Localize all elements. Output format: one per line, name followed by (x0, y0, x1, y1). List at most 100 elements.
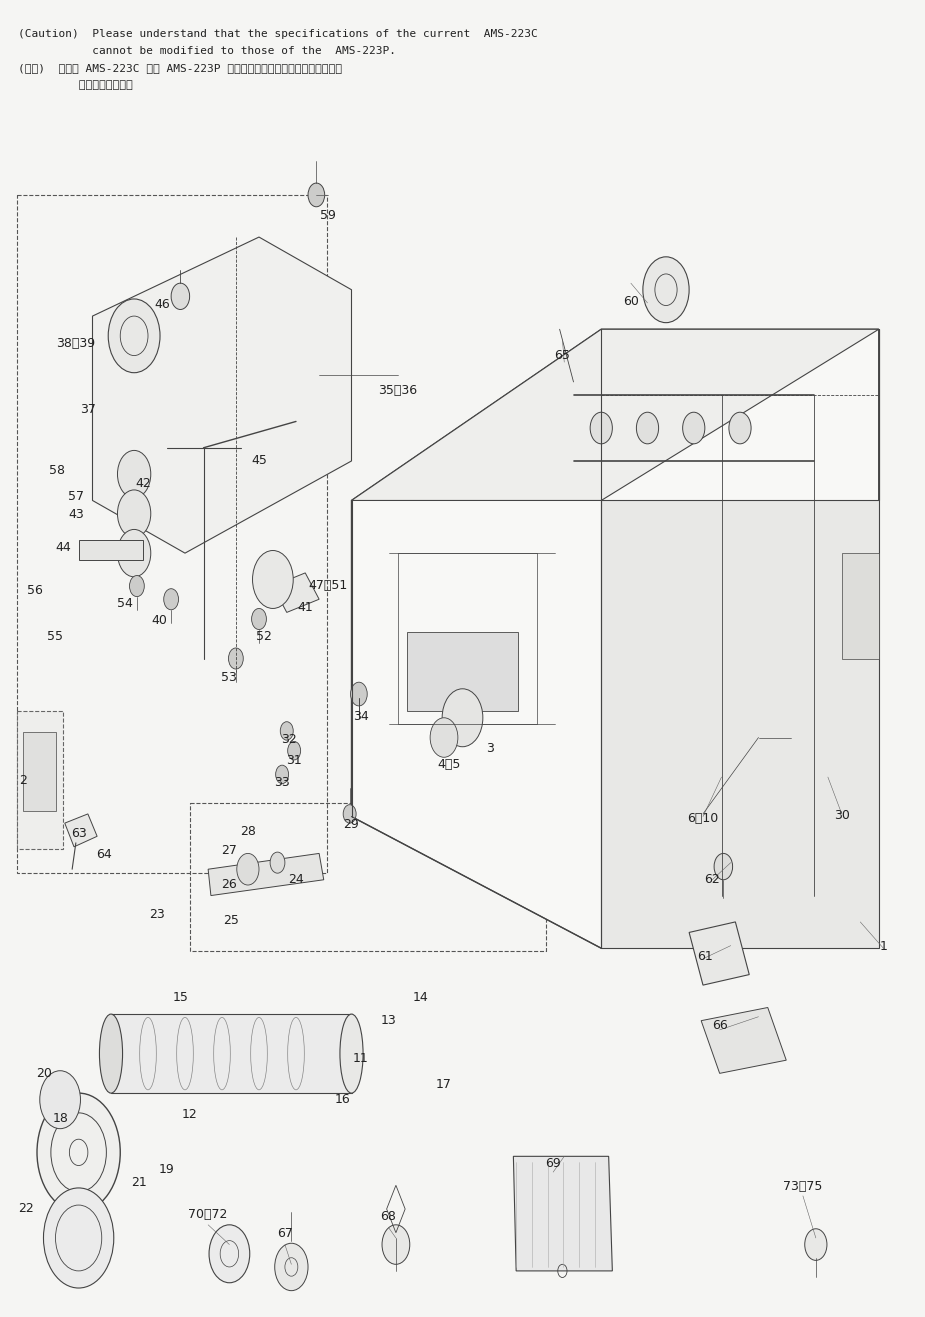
Polygon shape (407, 632, 518, 711)
Circle shape (275, 1243, 308, 1291)
Circle shape (252, 608, 266, 630)
Text: 17: 17 (436, 1077, 452, 1090)
Text: 38〦39: 38〦39 (56, 337, 95, 349)
Text: 13: 13 (380, 1014, 397, 1027)
Circle shape (37, 1093, 120, 1212)
Polygon shape (689, 922, 749, 985)
Circle shape (636, 412, 659, 444)
Circle shape (308, 183, 325, 207)
Text: 68: 68 (380, 1210, 397, 1223)
Text: 46: 46 (154, 299, 170, 311)
Text: 27: 27 (221, 844, 238, 857)
Text: 41: 41 (297, 601, 314, 614)
Circle shape (590, 412, 612, 444)
Text: 58: 58 (49, 465, 66, 477)
Text: 52: 52 (255, 631, 272, 644)
Text: ご了承ください。: ご了承ください。 (18, 80, 133, 91)
Text: 32: 32 (280, 732, 297, 745)
Polygon shape (513, 1156, 612, 1271)
Bar (398, 553, 536, 724)
Text: 21: 21 (130, 1176, 147, 1189)
Circle shape (351, 682, 367, 706)
Text: 67: 67 (277, 1227, 293, 1241)
Ellipse shape (340, 1014, 363, 1093)
Text: 62: 62 (704, 873, 721, 886)
Text: 69: 69 (545, 1156, 561, 1169)
Text: 54: 54 (117, 598, 133, 610)
Text: 70【72: 70【72 (189, 1208, 228, 1221)
Circle shape (729, 412, 751, 444)
Text: 56: 56 (27, 585, 43, 598)
Circle shape (40, 1071, 80, 1129)
Text: 23: 23 (149, 907, 166, 921)
Bar (23, 732, 56, 811)
Polygon shape (79, 540, 143, 560)
Text: 34: 34 (352, 710, 369, 723)
Circle shape (108, 299, 160, 373)
Text: 59: 59 (320, 209, 337, 221)
Polygon shape (208, 853, 324, 896)
Polygon shape (601, 329, 879, 948)
Polygon shape (273, 573, 319, 612)
Circle shape (117, 490, 151, 537)
Text: 66: 66 (711, 1019, 728, 1031)
Circle shape (343, 805, 356, 823)
Text: 63: 63 (70, 827, 87, 840)
Text: 37: 37 (80, 403, 96, 416)
Text: 55: 55 (47, 631, 64, 644)
Text: 45: 45 (251, 454, 267, 468)
Text: 65: 65 (554, 349, 571, 362)
Circle shape (117, 529, 151, 577)
Circle shape (237, 853, 259, 885)
Text: 15: 15 (172, 990, 189, 1004)
Polygon shape (352, 329, 879, 948)
Text: 57: 57 (68, 490, 84, 503)
Text: 35〦36: 35〦36 (378, 385, 417, 396)
Text: 53: 53 (221, 672, 238, 685)
Polygon shape (352, 329, 879, 500)
Text: 2: 2 (19, 773, 27, 786)
Circle shape (643, 257, 689, 323)
Text: 64: 64 (95, 848, 112, 860)
Text: 18: 18 (52, 1112, 68, 1125)
Text: 28: 28 (240, 824, 256, 838)
Polygon shape (111, 1014, 352, 1093)
Text: 40: 40 (151, 614, 167, 627)
Circle shape (270, 852, 285, 873)
Text: 16: 16 (334, 1093, 351, 1106)
Text: 43: 43 (68, 508, 84, 520)
Circle shape (430, 718, 458, 757)
Text: 24: 24 (288, 873, 304, 886)
Circle shape (130, 576, 144, 597)
Text: 11: 11 (352, 1052, 369, 1065)
Text: 12: 12 (181, 1109, 198, 1121)
Text: 26: 26 (221, 878, 238, 892)
Text: 30: 30 (833, 810, 850, 822)
Text: 14: 14 (413, 990, 429, 1004)
Text: 1: 1 (880, 939, 887, 952)
Text: 3: 3 (487, 741, 494, 755)
Text: 33: 33 (274, 776, 290, 789)
Ellipse shape (100, 1014, 122, 1093)
Text: cannot be modified to those of the  AMS-223P.: cannot be modified to those of the AMS-2… (18, 46, 397, 57)
Text: 25: 25 (223, 914, 240, 927)
Circle shape (382, 1225, 410, 1264)
Circle shape (442, 689, 483, 747)
Text: (注意)  現行の AMS-223C から AMS-223P へ改造による仕権変更はできません。: (注意) 現行の AMS-223C から AMS-223P へ改造による仕権変更… (18, 63, 342, 74)
Circle shape (288, 741, 301, 760)
Circle shape (280, 722, 293, 740)
Text: 22: 22 (18, 1201, 34, 1214)
Text: 73【75: 73【75 (783, 1180, 822, 1193)
Circle shape (209, 1225, 250, 1283)
Text: 19: 19 (158, 1163, 175, 1176)
Circle shape (714, 853, 733, 880)
Text: 6【10: 6【10 (687, 811, 719, 824)
Circle shape (253, 551, 293, 608)
Circle shape (228, 648, 243, 669)
Text: 47【51: 47【51 (309, 579, 348, 593)
Polygon shape (701, 1008, 786, 1073)
Bar (842, 553, 879, 658)
Text: 60: 60 (623, 295, 639, 307)
Text: 20: 20 (36, 1067, 53, 1080)
Circle shape (164, 589, 179, 610)
